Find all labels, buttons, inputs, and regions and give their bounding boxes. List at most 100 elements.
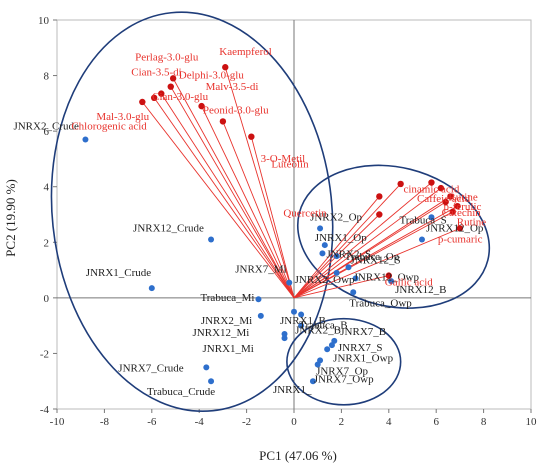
point-labels: JNRX2_Crude JNRX12_Crude JNRX1_Crude JNRX7_… bbox=[13, 46, 486, 398]
observation-label: JNRX2_Mi bbox=[201, 315, 252, 327]
observation-label: JNRX2_Owp bbox=[295, 274, 355, 286]
x-tick-label: 2 bbox=[339, 416, 345, 428]
variable-point bbox=[248, 133, 255, 140]
observation-label: Trabuca_Mi bbox=[200, 292, 254, 304]
variable-point bbox=[397, 180, 404, 188]
variable-point bbox=[139, 98, 146, 106]
observation-label: JNRX1_Crude bbox=[86, 267, 152, 279]
observation-point bbox=[281, 335, 288, 342]
observation-point bbox=[324, 346, 331, 353]
observation-label: JNRX2_Op bbox=[310, 211, 362, 223]
loading-vector bbox=[293, 183, 401, 299]
group-ellipse bbox=[286, 317, 402, 406]
loading-vector bbox=[160, 93, 295, 299]
observation-label: JNRX12_Owp bbox=[354, 271, 420, 283]
variable-label: Delphi-3.0-glu bbox=[179, 70, 245, 82]
loading-vector bbox=[293, 187, 442, 299]
variable-label: Peonid-3.0-glu bbox=[203, 104, 269, 116]
variable-label: Cian-3.5-di bbox=[131, 67, 181, 79]
variable-point bbox=[376, 193, 383, 200]
observation-point bbox=[281, 330, 288, 337]
observation-point bbox=[298, 311, 305, 318]
loading-vector bbox=[293, 227, 461, 299]
observation-point bbox=[388, 278, 395, 285]
x-tick-label: 8 bbox=[481, 416, 487, 428]
y-tick-label: 0 bbox=[44, 293, 50, 305]
variable-label: Gallic acid bbox=[385, 277, 433, 289]
variable-label: cinamic acid bbox=[403, 184, 459, 196]
variable-point bbox=[454, 202, 461, 210]
y-tick-label: 4 bbox=[44, 182, 50, 194]
x-tick-label: -8 bbox=[100, 416, 110, 428]
variable-point bbox=[169, 75, 177, 82]
observation-label: Trabuca_S bbox=[399, 214, 446, 226]
observation-point bbox=[345, 264, 352, 271]
observation-label: JNRX12_S bbox=[351, 254, 401, 266]
observation-label: JNRX2_B bbox=[295, 325, 341, 337]
loading-vector bbox=[224, 67, 295, 298]
observation-label: JNRX1_B bbox=[280, 315, 326, 327]
observation-label: JNRX2_Crude bbox=[13, 120, 79, 132]
observation-label: JNRX1_Owp bbox=[333, 352, 393, 364]
observation-label: Trabuca_Owp bbox=[349, 297, 412, 309]
observation-point bbox=[350, 289, 357, 296]
variable-point bbox=[442, 198, 449, 206]
loading-vectors bbox=[141, 67, 461, 299]
observation-label: JNRX2_S bbox=[326, 248, 371, 260]
observation-point bbox=[148, 285, 155, 292]
observation-point bbox=[333, 253, 340, 260]
x-tick-label: 4 bbox=[386, 416, 392, 428]
x-tick-label: 0 bbox=[291, 416, 297, 428]
observation-label: JNRX7_Mi bbox=[235, 264, 286, 276]
variable-point bbox=[447, 193, 454, 200]
variable-label: Perlag-3.0-glu bbox=[135, 51, 199, 63]
y-tick-label: 8 bbox=[44, 71, 50, 83]
observation-label: JNRX1_Mi bbox=[203, 343, 254, 355]
variable-label: Rutine bbox=[448, 191, 477, 203]
loading-vector bbox=[293, 196, 380, 299]
variable-point bbox=[385, 272, 392, 279]
y-tick-label: -4 bbox=[40, 404, 50, 416]
variable-label: Mal-3.0-glu bbox=[96, 111, 149, 123]
observation-point bbox=[309, 378, 316, 385]
loading-vector bbox=[293, 182, 432, 299]
loading-vector bbox=[153, 97, 295, 299]
variable-point bbox=[428, 179, 435, 186]
variable-point bbox=[150, 94, 158, 102]
loading-vector bbox=[141, 101, 295, 299]
observation-label: JNRX7_Crude bbox=[118, 362, 184, 374]
variable-point bbox=[456, 225, 464, 232]
x-tick-label: 6 bbox=[433, 416, 439, 428]
observation-point bbox=[319, 250, 326, 257]
observation-point bbox=[352, 275, 359, 282]
variable-label: Malv-3.5-di bbox=[206, 81, 259, 93]
loading-vector bbox=[293, 201, 446, 299]
observation-point bbox=[321, 242, 328, 249]
observation-label: JNRX12_B bbox=[395, 284, 446, 296]
x-axis-title: PC1 (47.06 %) bbox=[259, 448, 337, 463]
variable-point bbox=[437, 184, 445, 192]
y-tick-label: -2 bbox=[40, 348, 49, 360]
observation-label: JNRX12_Crude bbox=[133, 223, 204, 235]
variable-label: 3-O-Metil bbox=[261, 153, 306, 165]
observation-point bbox=[328, 342, 335, 349]
group-ellipses bbox=[50, 11, 491, 413]
variable-label: p-cumaric bbox=[438, 233, 483, 245]
variable-point bbox=[158, 90, 165, 97]
x-tick-label: 10 bbox=[526, 416, 538, 428]
loading-vector bbox=[201, 105, 295, 299]
observation-point bbox=[317, 225, 324, 232]
y-tick-label: 6 bbox=[44, 126, 50, 138]
observation-label: JNRX7_B bbox=[340, 326, 386, 338]
variable-label: Quercetin bbox=[283, 208, 327, 220]
observation-label: JNRX7_S bbox=[338, 342, 383, 354]
loading-vector bbox=[293, 211, 454, 299]
observation-point bbox=[208, 236, 215, 243]
group-ellipse bbox=[50, 11, 334, 413]
variable-point bbox=[449, 208, 456, 215]
observation-point bbox=[208, 378, 215, 385]
variable-point bbox=[219, 118, 227, 125]
variable-point bbox=[376, 211, 383, 218]
observation-label: Trabuca_Crude bbox=[147, 386, 215, 398]
group-ellipse bbox=[296, 164, 491, 309]
